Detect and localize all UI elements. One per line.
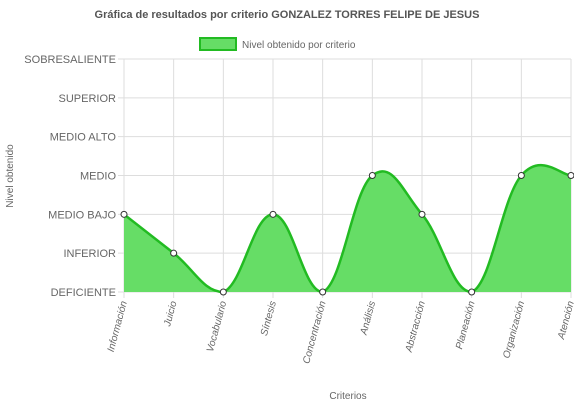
data-point-8[interactable] — [517, 172, 525, 179]
x-tick-label: Concentración — [301, 300, 328, 366]
data-point-2[interactable] — [219, 288, 227, 296]
data-point-7[interactable] — [468, 288, 476, 296]
legend[interactable]: Nivel obtenido por criterio — [199, 37, 356, 51]
y-tick-label: DEFICIENTE — [51, 287, 116, 299]
x-axis-label: Criterios — [329, 391, 366, 402]
x-tick-label: Síntesis — [259, 300, 279, 337]
series-area — [124, 165, 571, 292]
x-tick-label: Juicio — [162, 300, 180, 329]
legend-label: Nivel obtenido por criterio — [242, 40, 356, 51]
x-tick-label: Información — [106, 300, 130, 354]
y-tick-label: MEDIO — [80, 171, 117, 183]
chart-title: Gráfica de resultados por criterio GONZA… — [95, 9, 480, 21]
data-point-9[interactable] — [567, 172, 574, 179]
y-tick-label: SUPERIOR — [59, 93, 117, 105]
data-points — [120, 172, 574, 296]
data-point-6[interactable] — [418, 210, 426, 218]
area-layer — [123, 163, 572, 294]
y-tick-label: SOBRESALIENTE — [24, 54, 116, 66]
legend-swatch — [199, 37, 237, 51]
data-point-5[interactable] — [368, 172, 376, 179]
x-tick-label: Organización — [501, 300, 527, 360]
x-tick-label: Abstracción — [403, 300, 428, 355]
y-tick-label: MEDIO BAJO — [48, 209, 116, 221]
x-ticks: Información Juicio Vocabulario Síntesis Conc… — [106, 300, 574, 366]
y-axis-label: Nivel obtenido — [5, 144, 16, 208]
data-point-3[interactable] — [269, 210, 277, 218]
x-tick-label: Vocabulario — [205, 300, 229, 354]
x-tick-label: Análisis — [358, 300, 378, 337]
data-point-1[interactable] — [170, 249, 178, 257]
series-line — [123, 163, 572, 294]
x-tick-label: Atención — [556, 300, 574, 342]
y-tick-label: MEDIO ALTO — [50, 132, 117, 144]
x-tick-label: Planeación — [454, 300, 478, 351]
y-tick-label: INFERIOR — [63, 248, 116, 260]
y-ticks: DEFICIENTE INFERIOR MEDIO BAJO MEDIO MEDIO A… — [24, 54, 116, 299]
data-point-0[interactable] — [120, 210, 128, 218]
data-point-4[interactable] — [319, 288, 327, 296]
